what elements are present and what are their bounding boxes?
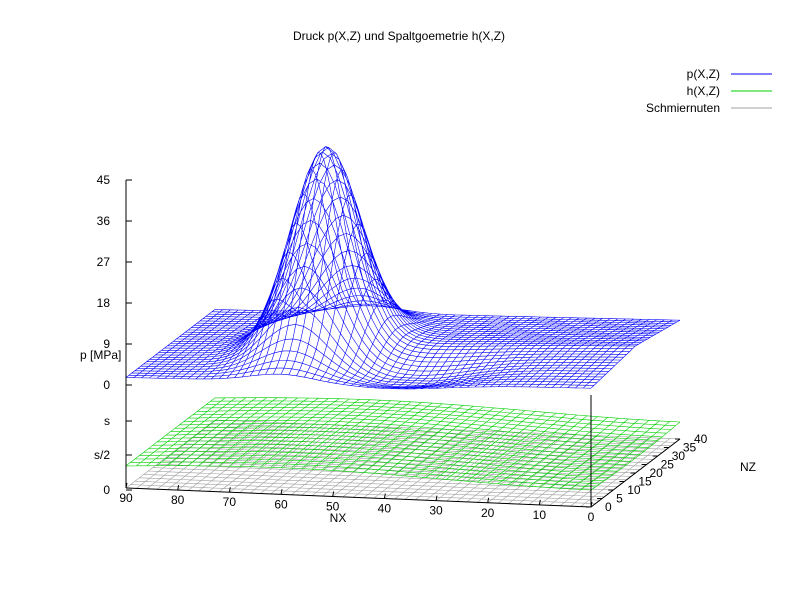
x-tick-mark (383, 493, 386, 499)
x-tick-label: 70 (223, 495, 237, 509)
z-tick-label: 0 (103, 378, 110, 392)
y-tick-label: 35 (683, 441, 697, 455)
x-tick-label: 30 (429, 504, 443, 518)
y-tick-label: 20 (650, 466, 664, 480)
legend: p(X,Z) h(X,Z) Schmiernuten (646, 67, 772, 115)
x-tick-mark (177, 485, 180, 491)
x-tick-mark (590, 501, 593, 508)
x-tick-mark (228, 487, 231, 493)
y-tick-label: 5 (616, 492, 623, 506)
x-tick-label: 80 (171, 493, 185, 507)
x-tick-mark (332, 491, 335, 497)
z-tick-label: 36 (97, 214, 111, 228)
z-sub-tick-label: s/2 (94, 448, 110, 462)
gap-geometry-surface (125, 397, 681, 491)
x-tick-label: 40 (378, 502, 392, 516)
legend-label: Schmiernuten (646, 101, 720, 115)
surf-blue-mesh (125, 146, 681, 390)
surf-green-mesh (125, 397, 681, 491)
x-tick-label: 20 (481, 506, 495, 520)
y-tick-label: 10 (627, 483, 641, 497)
y-tick-label: 0 (605, 500, 612, 514)
z-tick-label: 27 (97, 255, 111, 269)
y-axis-label: NZ (740, 460, 756, 474)
x-tick-mark (280, 489, 283, 495)
x-axis-ticks: 90 80 70 60 50 40 30 20 10 0 (119, 482, 595, 524)
x-tick-label: 60 (274, 497, 288, 511)
x-tick-mark (538, 499, 541, 505)
z-tick-label: 18 (97, 296, 111, 310)
x-tick-label: 90 (119, 491, 133, 505)
pressure-surface (125, 146, 681, 390)
x-tick-label: 50 (326, 499, 340, 513)
x-tick-label: 10 (533, 508, 547, 522)
x-tick-mark (125, 482, 128, 489)
z-sub-tick-label: 0 (103, 483, 110, 497)
x-axis-label: NX (330, 511, 347, 525)
x-tick-mark (487, 497, 490, 503)
z-tick-label: 9 (103, 337, 110, 351)
y-tick-label: 25 (661, 458, 675, 472)
z-axis-ticks: 45 36 27 18 9 0 s s/2 0 (94, 173, 132, 497)
chart-title: Druck p(X,Z) und Spaltgoemetrie h(X,Z) (293, 29, 505, 43)
legend-label: p(X,Z) (687, 67, 720, 81)
legend-label: h(X,Z) (687, 84, 720, 98)
z-axis-label: p [MPa] (80, 348, 121, 362)
y-tick-label: 30 (672, 449, 686, 463)
x-tick-label: 0 (588, 510, 595, 524)
z-sub-tick-label: s (104, 414, 110, 428)
x-tick-mark (435, 495, 438, 501)
y-tick-label: 40 (694, 432, 708, 446)
z-tick-label: 45 (97, 173, 111, 187)
y-tick-label: 15 (638, 475, 652, 489)
